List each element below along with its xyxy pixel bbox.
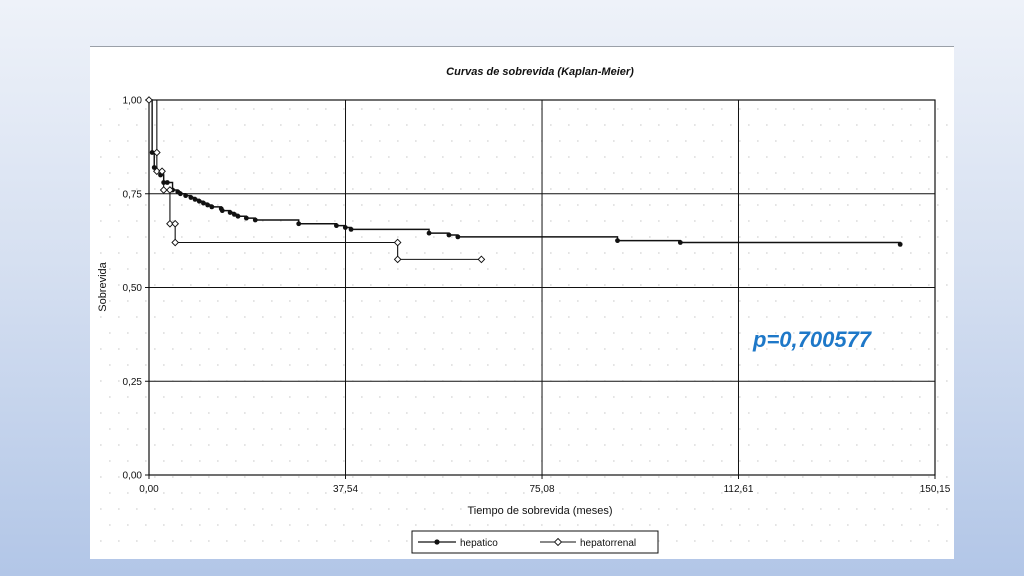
point-hepatorrenal bbox=[153, 167, 161, 176]
point-hepatico bbox=[164, 180, 170, 185]
point-hepatico bbox=[677, 240, 683, 245]
background-dot-grid bbox=[100, 108, 948, 542]
y-axis-ticks: 0,00 0,25 0,50 0,75 1,00 bbox=[123, 96, 149, 482]
point-hepatico bbox=[446, 232, 452, 238]
point-hepatico bbox=[235, 213, 241, 219]
point-hepatico bbox=[426, 230, 432, 236]
point-hepatico bbox=[196, 198, 202, 204]
point-hepatorrenal bbox=[166, 219, 174, 228]
point-hepatico bbox=[209, 204, 215, 210]
point-hepatico bbox=[227, 210, 233, 215]
point-hepatico bbox=[219, 208, 225, 214]
x-tick-label: 0,00 bbox=[139, 484, 159, 495]
point-hepatico bbox=[192, 196, 198, 202]
point-hepatico bbox=[183, 193, 189, 199]
point-hepatorrenal bbox=[158, 167, 166, 176]
legend-entry-hepatorrenal: hepatorrenal bbox=[540, 537, 636, 549]
legend-label-hepatorrenal: hepatorrenal bbox=[580, 538, 636, 549]
point-hepatorrenal bbox=[166, 186, 174, 194]
point-hepatico bbox=[296, 221, 302, 227]
point-hepatorrenal bbox=[159, 186, 168, 194]
legend: hepatico hepatorrenal bbox=[411, 530, 659, 554]
point-hepatico bbox=[348, 226, 354, 232]
point-hepatorrenal bbox=[153, 148, 161, 157]
chart-panel: Curvas de sobrevida (Kaplan-Meier) 0,00 3… bbox=[90, 46, 954, 559]
legend-label-hepatico: hepatico bbox=[460, 538, 498, 549]
point-hepatico bbox=[188, 195, 194, 200]
point-hepatico bbox=[455, 234, 461, 240]
point-hepatorrenal bbox=[393, 255, 402, 264]
legend-marker-hepatico bbox=[434, 539, 440, 545]
point-hepatico bbox=[615, 238, 620, 244]
point-hepatico bbox=[178, 191, 183, 197]
y-tick-label: 0,75 bbox=[123, 189, 143, 200]
x-tick-label: 112,61 bbox=[724, 484, 754, 495]
point-hepatico bbox=[897, 241, 903, 247]
legend-marker-hepatorrenal bbox=[553, 537, 563, 547]
point-hepatico bbox=[334, 223, 339, 229]
legend-box bbox=[411, 530, 659, 554]
point-hepatico bbox=[201, 200, 206, 206]
point-hepatorrenal bbox=[477, 255, 486, 264]
y-tick-label: 1,00 bbox=[123, 96, 143, 107]
series-layer bbox=[145, 96, 903, 264]
p-value-annotation: p=0,700577 bbox=[752, 327, 873, 352]
point-hepatorrenal bbox=[171, 238, 180, 247]
y-tick-label: 0,25 bbox=[123, 377, 143, 388]
point-hepatorrenal bbox=[171, 219, 180, 228]
point-hepatico bbox=[231, 211, 237, 217]
x-axis-label: Tiempo de sobrevida (meses) bbox=[467, 505, 612, 517]
point-hepatorrenal bbox=[393, 238, 402, 247]
y-tick-label: 0,00 bbox=[123, 471, 143, 482]
point-hepatico bbox=[342, 225, 348, 230]
x-tick-label: 37,54 bbox=[333, 484, 358, 495]
x-tick-label: 75,08 bbox=[530, 484, 555, 495]
series-line-hepatorrenal bbox=[149, 99, 482, 260]
x-axis-ticks: 0,00 37,54 75,08 112,61 150,15 bbox=[139, 475, 951, 495]
gridlines bbox=[149, 100, 935, 475]
series-hepatorrenal bbox=[145, 96, 486, 264]
point-hepatico bbox=[205, 202, 211, 208]
series-hepatico bbox=[149, 99, 903, 247]
x-tick-label: 150,15 bbox=[920, 484, 951, 495]
y-axis-label: Sobrevida bbox=[97, 261, 109, 311]
dot-pattern bbox=[100, 108, 948, 542]
point-hepatico bbox=[151, 165, 157, 170]
point-hepatico bbox=[149, 150, 155, 155]
point-hepatico bbox=[243, 215, 249, 221]
point-hepatorrenal bbox=[145, 96, 153, 104]
legend-entry-hepatico: hepatico bbox=[418, 538, 498, 549]
kaplan-meier-chart: Curvas de sobrevida (Kaplan-Meier) 0,00 3… bbox=[97, 66, 951, 554]
y-tick-label: 0,50 bbox=[123, 283, 143, 294]
point-hepatico bbox=[252, 217, 258, 223]
series-line-hepatico bbox=[149, 99, 901, 245]
chart-title: Curvas de sobrevida (Kaplan-Meier) bbox=[446, 66, 634, 78]
